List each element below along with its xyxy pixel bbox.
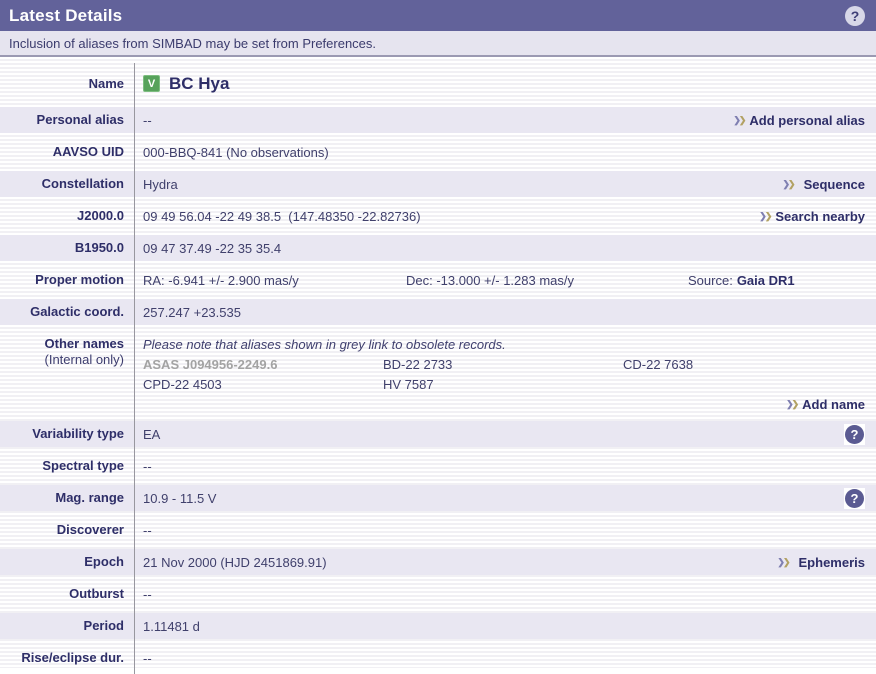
table-row-b1950: B1950.0 09 47 37.49 -22 35 35.4	[0, 232, 876, 264]
row-label: Proper motion	[35, 272, 124, 287]
sequence-link[interactable]: ❯ ❯ Sequence	[782, 176, 865, 192]
alias-link[interactable]: BD-22 2733	[383, 357, 453, 372]
row-label: Epoch	[84, 554, 124, 569]
chevron-right-icon: ❯	[738, 114, 747, 125]
chevron-right-icon: ❯	[782, 178, 791, 189]
table-row-epoch: Epoch 21 Nov 2000 (HJD 2451869.91) ❯ ❯ Eph…	[0, 546, 876, 578]
epoch-value: 21 Nov 2000 (HJD 2451869.91)	[143, 554, 327, 570]
chevron-right-icon: ❯	[764, 210, 773, 221]
table-row-mag-range: Mag. range 10.9 - 11.5 V ?	[0, 482, 876, 514]
table-row-name: Name V BC Hya	[0, 63, 876, 104]
add-personal-alias-link[interactable]: ❯ ❯ Add personal alias	[733, 112, 865, 128]
table-row-personal-alias: Personal alias -- ❯ ❯ Add personal alias	[0, 104, 876, 136]
table-row-j2000: J2000.0 09 49 56.04 -22 49 38.5 (147.483…	[0, 200, 876, 232]
chevron-right-icon: ❯	[786, 399, 794, 409]
aliases-grid: ASAS J094956-2249.6 BD-22 2733 CD-22 763…	[143, 355, 865, 395]
table-row-proper-motion: Proper motion RA: -6.941 +/- 2.900 mas/y…	[0, 264, 876, 296]
alias-link[interactable]: HV 7587	[383, 377, 434, 392]
chevron-right-icon: ❯	[777, 556, 785, 567]
row-label: Period	[83, 618, 124, 633]
discoverer-value: --	[143, 522, 152, 538]
mag-range-help-icon[interactable]: ?	[844, 487, 865, 509]
table-row-outburst: Outburst --	[0, 578, 876, 610]
alias-link[interactable]: CPD-22 4503	[143, 377, 222, 392]
row-label: Name	[88, 75, 124, 91]
spectral-type-value: --	[143, 458, 152, 474]
row-label: Discoverer	[56, 522, 124, 537]
row-label: Other names (Internal only)	[0, 328, 134, 368]
personal-alias-value: --	[143, 112, 152, 128]
details-table: Name V BC Hya Personal alias -- ❯ ❯ Add pe…	[0, 63, 876, 674]
rise-eclipse-dur-value: --	[143, 650, 152, 666]
proper-motion-source: Source: Gaia DR1	[688, 273, 795, 288]
row-label: Outburst	[69, 586, 124, 601]
table-row-variability-type: Variability type EA ?	[0, 418, 876, 450]
internal-only-label: (Internal only)	[44, 352, 124, 367]
row-label: Personal alias	[36, 112, 124, 127]
alias-link[interactable]: CD-22 7638	[623, 357, 694, 372]
row-label: J2000.0	[77, 208, 124, 223]
page-header: Latest Details ?	[0, 0, 876, 31]
galactic-coord-value: 257.247 +23.535	[143, 304, 241, 320]
gaia-dr1-link[interactable]: Gaia DR1	[736, 272, 795, 288]
j2000-coords-value: 09 49 56.04 -22 49 38.5 (147.48350 -22.8…	[143, 208, 421, 224]
table-row-rise-eclipse-dur: Rise/eclipse dur. --	[0, 642, 876, 674]
table-row-spectral-type: Spectral type --	[0, 450, 876, 482]
row-label: B1950.0	[74, 240, 124, 255]
table-row-constellation: Constellation Hydra ❯ ❯ Sequence	[0, 168, 876, 200]
variability-type-value: EA	[143, 426, 161, 442]
chevron-right-icon: ❯	[788, 178, 796, 189]
period-value: 1.11481 d	[143, 618, 200, 634]
notice-bar: Inclusion of aliases from SIMBAD may be …	[0, 31, 876, 57]
alias-link[interactable]: ASAS J094956-2249.6	[143, 357, 278, 372]
chevron-right-icon: ❯	[782, 556, 791, 567]
details-table-area: Name V BC Hya Personal alias -- ❯ ❯ Add pe…	[0, 57, 876, 674]
chevron-right-icon: ❯	[791, 399, 800, 409]
variability-type-help-icon[interactable]: ?	[844, 423, 865, 445]
search-nearby-link[interactable]: ❯ ❯ Search nearby	[759, 208, 865, 224]
chevron-right-icon: ❯	[759, 210, 767, 221]
proper-motion-dec-value: Dec: -13.000 +/- 1.283 mas/y	[406, 272, 575, 288]
table-row-other-names: Other names (Internal only) Please note …	[0, 328, 876, 418]
row-label: Constellation	[41, 176, 124, 191]
source-label: Source:	[688, 272, 733, 288]
row-label: Spectral type	[42, 458, 124, 473]
row-label: Mag. range	[55, 490, 124, 505]
table-row-aavso-uid: AAVSO UID 000-BBQ-841 (No observations)	[0, 136, 876, 168]
row-label: Variability type	[32, 426, 124, 441]
outburst-value: --	[143, 586, 152, 602]
table-row-period: Period 1.11481 d	[0, 610, 876, 642]
star-name: BC Hya	[169, 73, 230, 93]
proper-motion-ra-value: RA: -6.941 +/- 2.900 mas/y	[143, 272, 299, 288]
obsolete-aliases-note: Please note that aliases shown in grey l…	[143, 337, 506, 352]
mag-range-value: 10.9 - 11.5 V	[143, 490, 217, 506]
table-row-discoverer: Discoverer --	[0, 514, 876, 546]
ephemeris-link[interactable]: ❯ ❯ Ephemeris	[777, 554, 865, 570]
b1950-coords-value: 09 47 37.49 -22 35 35.4	[143, 240, 282, 256]
notice-text: Inclusion of aliases from SIMBAD may be …	[9, 35, 377, 51]
chevron-right-icon: ❯	[733, 114, 741, 125]
page-title: Latest Details	[9, 5, 123, 25]
row-label: Rise/eclipse dur.	[21, 650, 124, 665]
aavso-uid-value: 000-BBQ-841 (No observations)	[143, 144, 329, 160]
variable-star-badge-icon: V	[143, 75, 160, 92]
row-label: Galactic coord.	[30, 304, 124, 319]
add-name-link[interactable]: ❯ ❯ Add name	[786, 397, 865, 412]
row-label: AAVSO UID	[52, 144, 124, 159]
constellation-value: Hydra	[143, 176, 178, 192]
help-icon[interactable]: ?	[845, 5, 865, 26]
table-row-galactic-coord: Galactic coord. 257.247 +23.535	[0, 296, 876, 328]
